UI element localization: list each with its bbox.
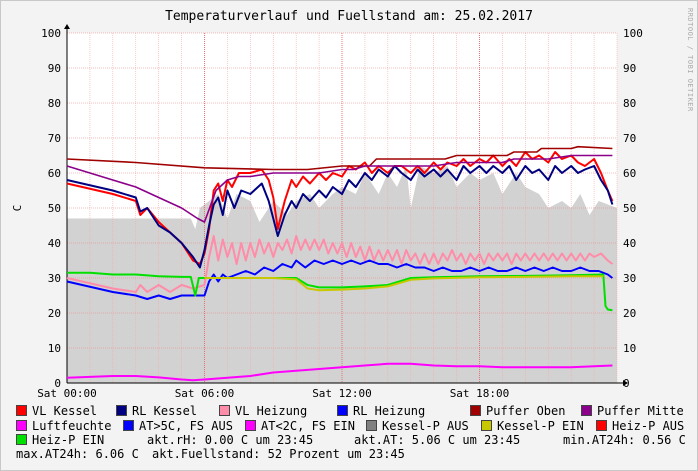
legend-item-rl-heizung: RL Heizung [337,404,425,418]
y-axis-label: C [11,205,24,212]
y-tick-label-left: 80 [48,97,61,110]
rrdtool-credit: RRDTOOL / TOBI OETIKER [686,8,694,112]
legend-item-kessel-p-aus: Kessel-P AUS [366,419,469,433]
legend-swatch [16,405,27,416]
series-line-rl-heizung [66,259,614,300]
series-line-rl-kessel [66,165,614,269]
x-tick-label: Sat 18:00 [450,387,510,400]
legend-item-kessel-p-ein: Kessel-P EIN [481,419,584,433]
y-tick-label-right: 50 [623,202,636,215]
y-tick-label-left: 20 [48,307,61,320]
x-axis-arrow [623,380,628,386]
legend-item-vl-heizung: VL Heizung [219,404,307,418]
legend-swatch [596,420,607,431]
y-tick-label-right: 100 [623,27,643,40]
legend-item-vl-kessel: VL Kessel [16,404,97,418]
series-line-heiz-p-ein [67,271,613,312]
legend-swatch [116,405,127,416]
y-tick-label-left: 60 [48,167,61,180]
legend-item-puffer-oben: Puffer Oben [470,404,565,418]
x-tick-label: Sat 12:00 [312,387,372,400]
info-max-at: max.AT24h: 6.06 C [16,447,139,461]
y-tick-label-left: 90 [48,62,61,75]
y-tick-label-left: 70 [48,132,61,145]
y-tick-label-right: 60 [623,167,636,180]
series-line-puffer-oben [66,145,613,171]
y-tick-label-right: 30 [623,272,636,285]
series-line-puffer-mitte [66,154,613,223]
legend-swatch [16,420,27,431]
legend-swatch [366,420,377,431]
legend-item-heiz-p-aus: Heiz-P AUS [596,419,684,433]
y-tick-label-left: 10 [48,342,61,355]
legend-swatch [219,405,230,416]
legend-item-luftfeuchte: Luftfeuchte [16,419,111,433]
x-tick-label: Sat 06:00 [175,387,235,400]
y-axis-arrow [64,24,70,29]
y-tick-label-left: 100 [41,27,61,40]
legend-item-rl-kessel: RL Kessel [116,404,197,418]
chart-plot: 0 0 10 10 20 20 30 30 40 40 50 50 60 60 70 70 80 80 90 90 10… [11,24,643,400]
legend-swatch [16,434,27,445]
series-line-luftfeuchte [66,362,613,382]
legend-swatch [470,405,481,416]
y-tick-label-left: 30 [48,272,61,285]
chart-title: Temperaturverlauf und Fuellstand am: 25.… [165,9,533,24]
legend-item-at-gt-5c: AT>5C, FS AUS [123,419,233,433]
y-tick-label-left: 50 [48,202,61,215]
y-tick-label-right: 70 [623,132,636,145]
x-tick-label: Sat 00:00 [37,387,97,400]
info-akt-at: akt.AT: 5.06 C um 23:45 [354,433,521,447]
info-fuellstand: akt.Fuellstand: 52 Prozent um 23:45 [152,447,405,461]
legend-swatch [481,420,492,431]
y-tick-label-right: 90 [623,62,636,75]
legend-item-at-lt-2c: AT<2C, FS EIN [245,419,355,433]
y-tick-label-left: 0 [54,377,61,390]
y-tick-label-right: 80 [623,97,636,110]
legend-swatch [123,420,134,431]
y-tick-label-right: 40 [623,237,636,250]
info-akt-rh: akt.rH: 0.00 C um 23:45 [147,433,314,447]
info-min-at: min.AT24h: 0.56 C [563,433,686,447]
series-line-kessel-p-ein [204,275,604,292]
y-tick-label-right: 0 [623,377,630,390]
legend-item-puffer-mitte: Puffer Mitte [581,404,684,418]
legend-swatch [581,405,592,416]
legend-swatch [245,420,256,431]
series-line-vl-heizung [66,235,614,293]
y-tick-label-right: 20 [623,307,636,320]
y-tick-label-left: 40 [48,237,61,250]
y-tick-label-right: 10 [623,342,636,355]
legend-swatch [337,405,348,416]
legend-item-heiz-p-ein: Heiz-P EIN [16,433,104,447]
